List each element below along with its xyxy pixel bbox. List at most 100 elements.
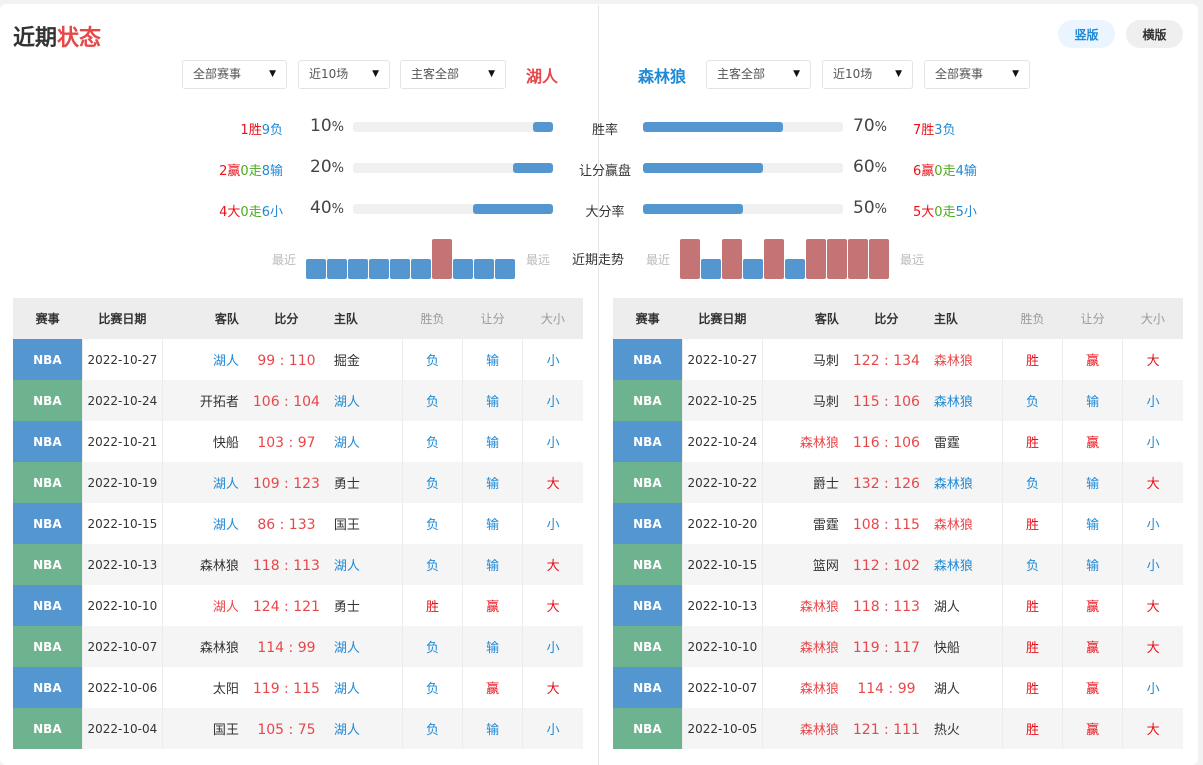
away-team[interactable]: 森林狼 bbox=[799, 682, 839, 697]
away-team[interactable]: 国王 bbox=[212, 723, 239, 738]
away-team[interactable]: 爵士 bbox=[812, 477, 839, 492]
home-team[interactable]: 湖人 bbox=[333, 395, 360, 410]
trend-bar-win bbox=[806, 239, 826, 279]
away-team[interactable]: 开拓者 bbox=[199, 395, 239, 410]
competition-badge[interactable]: NBA bbox=[613, 503, 683, 544]
table-row[interactable]: NBA 2022-10-13 森林狼 118 : 113 湖人胜赢大 bbox=[613, 585, 1183, 626]
away-team[interactable]: 太阳 bbox=[212, 682, 239, 697]
table-row[interactable]: NBA 2022-10-24 开拓者 106 : 104 湖人负输小 bbox=[13, 380, 583, 421]
competition-badge[interactable]: NBA bbox=[613, 462, 683, 503]
table-row[interactable]: NBA 2022-10-19 湖人 109 : 123 勇士负输大 bbox=[13, 462, 583, 503]
table-row[interactable]: NBA 2022-10-15 篮网 112 : 102 森林狼负输小 bbox=[613, 544, 1183, 585]
competition-badge[interactable]: NBA bbox=[613, 421, 683, 462]
away-team[interactable]: 森林狼 bbox=[799, 436, 839, 451]
home-team[interactable]: 森林狼 bbox=[933, 395, 973, 410]
table-row[interactable]: NBA 2022-10-25 马刺 115 : 106 森林狼负输小 bbox=[613, 380, 1183, 421]
competition-badge[interactable]: NBA bbox=[13, 667, 83, 708]
match-date: 2022-10-25 bbox=[681, 380, 763, 421]
table-row[interactable]: NBA 2022-10-22 爵士 132 : 126 森林狼负输大 bbox=[613, 462, 1183, 503]
home-team[interactable]: 雷霆 bbox=[933, 436, 960, 451]
home-team[interactable]: 国王 bbox=[333, 518, 360, 533]
horizontal-layout-button[interactable]: 横版 bbox=[1126, 20, 1183, 48]
home-team[interactable]: 掘金 bbox=[333, 354, 360, 369]
table-row[interactable]: NBA 2022-10-13 森林狼 118 : 113 湖人负输大 bbox=[13, 544, 583, 585]
away-team[interactable]: 森林狼 bbox=[799, 600, 839, 615]
home-team[interactable]: 勇士 bbox=[333, 600, 360, 615]
vertical-layout-button[interactable]: 竖版 bbox=[1058, 20, 1115, 48]
competition-badge[interactable]: NBA bbox=[13, 462, 83, 503]
match-teams: 马刺 122 : 134 森林狼 bbox=[762, 339, 1003, 380]
win-loss-result: 胜 bbox=[1001, 503, 1063, 544]
table-row[interactable]: NBA 2022-10-27 湖人 99 : 110 掘金负输小 bbox=[13, 339, 583, 380]
away-team[interactable]: 湖人 bbox=[212, 600, 239, 615]
competition-badge[interactable]: NBA bbox=[613, 585, 683, 626]
table-row[interactable]: NBA 2022-10-07 森林狼 114 : 99 湖人负输小 bbox=[13, 626, 583, 667]
filter-dropdown[interactable]: 全部赛事 ▼ bbox=[924, 60, 1030, 89]
filter-dropdown[interactable]: 全部赛事 ▼ bbox=[182, 60, 287, 89]
away-team[interactable]: 森林狼 bbox=[799, 641, 839, 656]
home-team[interactable]: 湖人 bbox=[333, 641, 360, 656]
competition-badge[interactable]: NBA bbox=[13, 626, 83, 667]
home-team[interactable]: 湖人 bbox=[333, 559, 360, 574]
competition-badge[interactable]: NBA bbox=[613, 626, 683, 667]
percent-sign: % bbox=[331, 202, 344, 217]
home-team[interactable]: 湖人 bbox=[333, 436, 360, 451]
table-row[interactable]: NBA 2022-10-05 森林狼 121 : 111 热火胜赢大 bbox=[613, 708, 1183, 749]
competition-badge[interactable]: NBA bbox=[13, 503, 83, 544]
table-row[interactable]: NBA 2022-10-21 快船 103 : 97 湖人负输小 bbox=[13, 421, 583, 462]
home-team[interactable]: 森林狼 bbox=[933, 518, 973, 533]
table-row[interactable]: NBA 2022-10-07 森林狼 114 : 99 湖人胜赢小 bbox=[613, 667, 1183, 708]
competition-badge[interactable]: NBA bbox=[613, 339, 683, 380]
competition-badge[interactable]: NBA bbox=[13, 380, 83, 421]
table-row[interactable]: NBA 2022-10-15 湖人 86 : 133 国王负输小 bbox=[13, 503, 583, 544]
home-team[interactable]: 勇士 bbox=[333, 477, 360, 492]
record-part: 走 bbox=[248, 205, 262, 220]
table-row[interactable]: NBA 2022-10-27 马刺 122 : 134 森林狼胜赢大 bbox=[613, 339, 1183, 380]
away-team[interactable]: 湖人 bbox=[212, 354, 239, 369]
home-team[interactable]: 森林狼 bbox=[933, 354, 973, 369]
competition-badge[interactable]: NBA bbox=[13, 708, 83, 749]
table-row[interactable]: NBA 2022-10-10 湖人 124 : 121 勇士胜赢大 bbox=[13, 585, 583, 626]
table-row[interactable]: NBA 2022-10-04 国王 105 : 75 湖人负输小 bbox=[13, 708, 583, 749]
competition-badge[interactable]: NBA bbox=[13, 421, 83, 462]
home-team[interactable]: 森林狼 bbox=[933, 559, 973, 574]
home-team[interactable]: 热火 bbox=[933, 723, 960, 738]
home-team[interactable]: 湖人 bbox=[333, 682, 360, 697]
match-score: 116 : 106 bbox=[839, 435, 934, 451]
filter-dropdown[interactable]: 主客全部 ▼ bbox=[706, 60, 811, 89]
filter-dropdown[interactable]: 主客全部 ▼ bbox=[400, 60, 506, 89]
competition-badge[interactable]: NBA bbox=[13, 585, 83, 626]
match-score: 119 : 115 bbox=[239, 681, 334, 697]
competition-badge[interactable]: NBA bbox=[13, 339, 83, 380]
away-team[interactable]: 湖人 bbox=[212, 477, 239, 492]
away-team[interactable]: 马刺 bbox=[812, 354, 839, 369]
away-team[interactable]: 快船 bbox=[212, 436, 239, 451]
table-row[interactable]: NBA 2022-10-20 雷霆 108 : 115 森林狼胜输小 bbox=[613, 503, 1183, 544]
away-team[interactable]: 湖人 bbox=[212, 518, 239, 533]
match-score: 112 : 102 bbox=[839, 558, 934, 574]
competition-badge[interactable]: NBA bbox=[613, 380, 683, 421]
competition-badge[interactable]: NBA bbox=[613, 667, 683, 708]
away-team[interactable]: 森林狼 bbox=[199, 559, 239, 574]
away-team[interactable]: 森林狼 bbox=[199, 641, 239, 656]
filter-dropdown[interactable]: 近10场 ▼ bbox=[298, 60, 390, 89]
home-team[interactable]: 湖人 bbox=[933, 682, 960, 697]
match-teams: 开拓者 106 : 104 湖人 bbox=[162, 380, 403, 421]
away-team[interactable]: 森林狼 bbox=[799, 723, 839, 738]
home-team[interactable]: 湖人 bbox=[333, 723, 360, 738]
competition-badge[interactable]: NBA bbox=[613, 708, 683, 749]
competition-badge[interactable]: NBA bbox=[13, 544, 83, 585]
table-row[interactable]: NBA 2022-10-10 森林狼 119 : 117 快船胜赢大 bbox=[613, 626, 1183, 667]
away-team[interactable]: 马刺 bbox=[812, 395, 839, 410]
home-team[interactable]: 湖人 bbox=[933, 600, 960, 615]
table-row[interactable]: NBA 2022-10-06 太阳 119 : 115 湖人负赢大 bbox=[13, 667, 583, 708]
home-team[interactable]: 森林狼 bbox=[933, 477, 973, 492]
table-row[interactable]: NBA 2022-10-24 森林狼 116 : 106 雷霆胜赢小 bbox=[613, 421, 1183, 462]
competition-badge[interactable]: NBA bbox=[613, 544, 683, 585]
filter-dropdown[interactable]: 近10场 ▼ bbox=[822, 60, 913, 89]
away-team[interactable]: 雷霆 bbox=[812, 518, 839, 533]
handicap-result: 赢 bbox=[1062, 421, 1123, 462]
home-team[interactable]: 快船 bbox=[933, 641, 960, 656]
match-teams: 快船 103 : 97 湖人 bbox=[162, 421, 403, 462]
away-team[interactable]: 篮网 bbox=[812, 559, 839, 574]
